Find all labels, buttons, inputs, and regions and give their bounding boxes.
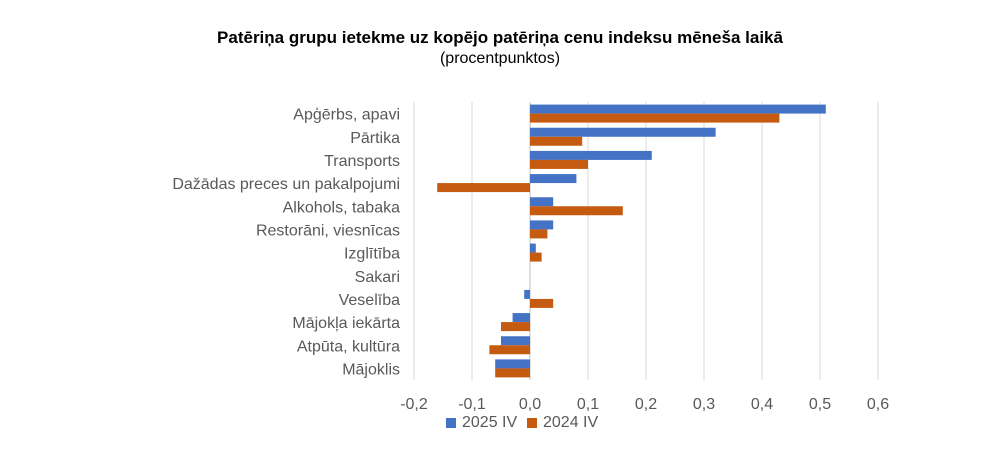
- bar-2024-8: [530, 298, 554, 308]
- category-label-0: Apģērbs, apavi: [293, 106, 400, 124]
- bar-2024-11: [495, 368, 530, 378]
- x-tick-label-7: 0,5: [809, 396, 831, 413]
- legend-swatch-2025: [446, 418, 456, 428]
- category-label-5: Restorāni, viesnīcas: [256, 222, 400, 239]
- x-tick-label-1: -0,1: [458, 396, 486, 413]
- legend-item-2025: 2025 IV: [446, 414, 517, 432]
- legend-swatch-2024: [527, 418, 537, 428]
- x-tick-label-2: 0,0: [519, 396, 541, 413]
- bar-2025-10: [501, 336, 530, 346]
- category-label-3: Dažādas preces un pakalpojumi: [172, 176, 400, 193]
- category-label-8: Veselība: [339, 292, 400, 309]
- x-tick-label-5: 0,3: [693, 396, 715, 413]
- category-label-11: Mājoklis: [342, 361, 400, 378]
- bar-2025-1: [530, 127, 716, 137]
- bar-2024-6: [530, 252, 542, 262]
- x-tick-label-0: -0,2: [400, 396, 428, 413]
- bar-2025-4: [530, 197, 554, 207]
- legend-item-2024: 2024 IV: [527, 414, 598, 432]
- category-label-4: Alkohols, tabaka: [283, 199, 401, 216]
- x-tick-label-6: 0,4: [751, 396, 773, 413]
- category-label-6: Izglītība: [344, 246, 400, 263]
- legend-label-2025: 2025 IV: [462, 414, 518, 431]
- bar-2025-3: [530, 174, 577, 184]
- x-tick-label-8: 0,6: [867, 396, 889, 413]
- bar-2024-4: [530, 206, 623, 216]
- category-label-1: Pārtika: [350, 130, 400, 147]
- bar-2024-0: [530, 113, 780, 123]
- bar-2025-11: [495, 359, 530, 369]
- chart-title: Patēriņa grupu ietekme uz kopējo patēriņ…: [217, 28, 783, 47]
- bar-2024-5: [530, 229, 548, 239]
- category-label-10: Atpūta, kultūra: [297, 338, 400, 355]
- category-label-2: Transports: [324, 153, 400, 170]
- x-tick-label-4: 0,2: [635, 396, 657, 413]
- bar-2024-2: [530, 159, 588, 169]
- bar-2025-2: [530, 150, 652, 160]
- bar-2025-5: [530, 220, 554, 230]
- chart-subtitle: (procentpunktos): [439, 50, 561, 67]
- bar-2025-8: [524, 289, 530, 299]
- bar-2024-1: [530, 136, 583, 146]
- x-tick-label-3: 0,1: [577, 396, 599, 413]
- bar-2024-10: [489, 345, 530, 355]
- bar-2025-0: [530, 104, 826, 114]
- legend-label-2024: 2024 IV: [543, 414, 599, 431]
- bar-2024-9: [501, 322, 530, 332]
- category-label-7: Sakari: [355, 269, 400, 286]
- bar-2025-9: [512, 313, 530, 323]
- category-label-9: Mājokļa iekārta: [292, 315, 400, 332]
- bar-2024-3: [437, 183, 530, 193]
- bar-2025-6: [530, 243, 536, 253]
